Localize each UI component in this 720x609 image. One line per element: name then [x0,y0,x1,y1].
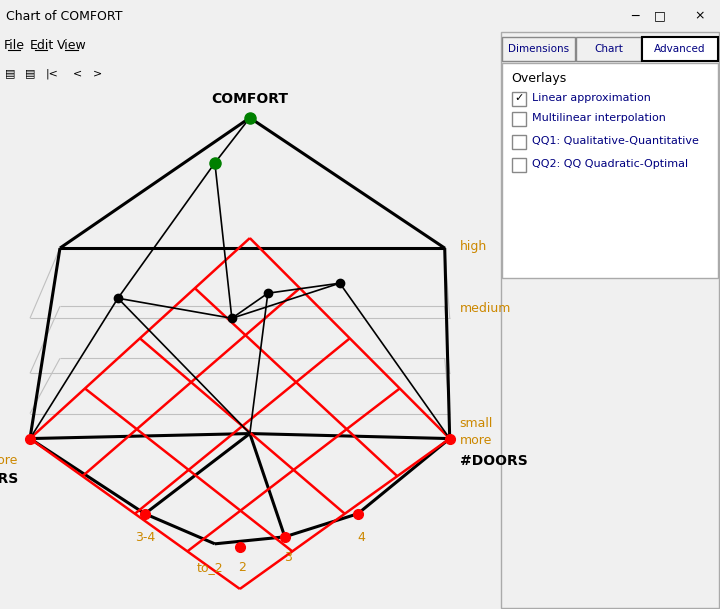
Text: Advanced: Advanced [654,44,706,54]
Text: View: View [57,38,86,52]
Text: Linear approximation: Linear approximation [532,93,651,103]
Text: Edit: Edit [30,38,54,52]
Text: Chart of COMFORT: Chart of COMFORT [6,10,122,23]
Bar [512,158,526,172]
Text: Dimensions: Dimensions [508,44,569,54]
Text: #DOORS: #DOORS [459,454,528,468]
Text: small: small [459,417,493,430]
Text: <: < [73,68,82,79]
Text: ▤: ▤ [24,68,35,79]
Bar [642,37,718,61]
Text: Chart: Chart [594,44,623,54]
Text: #PERS: #PERS [0,472,18,485]
Bar [512,112,526,126]
Text: ▤: ▤ [5,68,15,79]
Text: Multilinear interpolation: Multilinear interpolation [532,113,665,123]
Bar [512,92,526,106]
Text: more: more [0,454,18,467]
Text: >: > [93,68,102,79]
Bar [576,37,641,61]
Text: 3: 3 [284,551,292,564]
Bar [512,135,526,149]
Text: QQ1: Qualitative-Quantitative: QQ1: Qualitative-Quantitative [532,136,698,146]
Bar [502,63,718,278]
Text: ─: ─ [631,10,639,23]
Text: 4: 4 [358,531,366,544]
Text: QQ2: QQ Quadratic-Optimal: QQ2: QQ Quadratic-Optimal [532,160,688,169]
Text: 3-4: 3-4 [135,531,155,544]
Text: □: □ [654,10,666,23]
Bar [502,37,575,61]
Text: ✓: ✓ [514,93,523,103]
Text: to_2: to_2 [197,561,223,574]
Text: medium: medium [459,301,511,315]
Text: 2: 2 [238,561,246,574]
Text: File: File [4,38,24,52]
Text: high: high [459,239,487,253]
Text: COMFORT: COMFORT [212,92,288,106]
Text: |<: |< [45,68,58,79]
Text: more: more [459,434,492,447]
Text: Overlays: Overlays [512,72,567,85]
Text: ×: × [695,10,706,23]
